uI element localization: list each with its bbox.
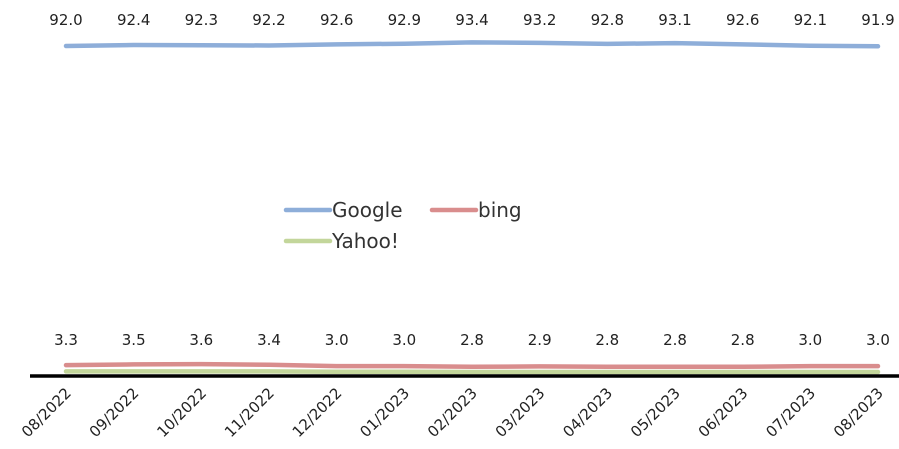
data-label-google-11: 92.1 — [794, 11, 827, 29]
series-line-google — [63, 40, 881, 49]
legend-item-yahoo: Yahoo! — [283, 229, 399, 253]
data-label-google-5: 92.9 — [388, 11, 421, 29]
series-lines — [63, 40, 881, 375]
x-tick-label: 10/2022 — [153, 384, 210, 441]
data-label-bing-9: 2.8 — [663, 331, 687, 349]
data-label-bing-2: 3.6 — [189, 331, 213, 349]
data-label-bing-8: 2.8 — [595, 331, 619, 349]
data-label-bing-3: 3.4 — [257, 331, 281, 349]
data-label-bing-11: 3.0 — [798, 331, 822, 349]
data-label-bing-4: 3.0 — [325, 331, 349, 349]
data-label-bing-10: 2.8 — [731, 331, 755, 349]
x-tick-label: 06/2023 — [695, 384, 752, 441]
legend-label-bing: bing — [478, 198, 522, 222]
x-tick-label: 08/2023 — [830, 384, 887, 441]
data-label-bing-12: 3.0 — [866, 331, 890, 349]
series-line-bing — [63, 361, 881, 370]
x-tick-label: 02/2023 — [424, 384, 481, 441]
x-axis-tick-labels: 08/2022 09/2022 10/2022 11/2022 12/2022 01/20… — [18, 384, 887, 441]
x-tick-label: 01/2023 — [356, 384, 413, 441]
data-label-google-7: 93.2 — [523, 11, 556, 29]
data-label-bing-0: 3.3 — [54, 331, 78, 349]
x-tick-label: 07/2023 — [762, 384, 819, 441]
legend: Google bing Yahoo! — [283, 198, 522, 253]
data-label-google-0: 92.0 — [49, 11, 82, 29]
data-label-google-9: 93.1 — [658, 11, 691, 29]
data-label-google-1: 92.4 — [117, 11, 150, 29]
x-tick-label: 04/2023 — [559, 384, 616, 441]
x-tick-label: 05/2023 — [627, 384, 684, 441]
data-label-google-12: 91.9 — [861, 11, 894, 29]
x-tick-label: 03/2023 — [492, 384, 549, 441]
data-label-google-8: 92.8 — [591, 11, 624, 29]
x-tick-label: 11/2022 — [221, 384, 278, 441]
x-tick-label: 12/2022 — [289, 384, 346, 441]
series-line-yahoo — [63, 369, 881, 375]
data-label-bing-1: 3.5 — [122, 331, 146, 349]
x-tick-label: 09/2022 — [86, 384, 143, 441]
data-label-bing-6: 2.8 — [460, 331, 484, 349]
x-tick-label: 08/2022 — [18, 384, 75, 441]
data-label-bing-7: 2.9 — [528, 331, 552, 349]
data-label-google-3: 92.2 — [252, 11, 285, 29]
data-label-bing-5: 3.0 — [392, 331, 416, 349]
legend-item-google: Google — [283, 198, 403, 222]
data-labels: 92.0 92.4 92.3 92.2 92.6 92.9 93.4 93.2 92.8 93.1… — [49, 11, 894, 349]
data-label-google-2: 92.3 — [185, 11, 218, 29]
data-label-google-4: 92.6 — [320, 11, 353, 29]
legend-item-bing: bing — [429, 198, 522, 222]
data-label-google-6: 93.4 — [455, 11, 488, 29]
data-label-google-10: 92.6 — [726, 11, 759, 29]
legend-label-google: Google — [332, 198, 403, 222]
legend-label-yahoo: Yahoo! — [331, 229, 399, 253]
